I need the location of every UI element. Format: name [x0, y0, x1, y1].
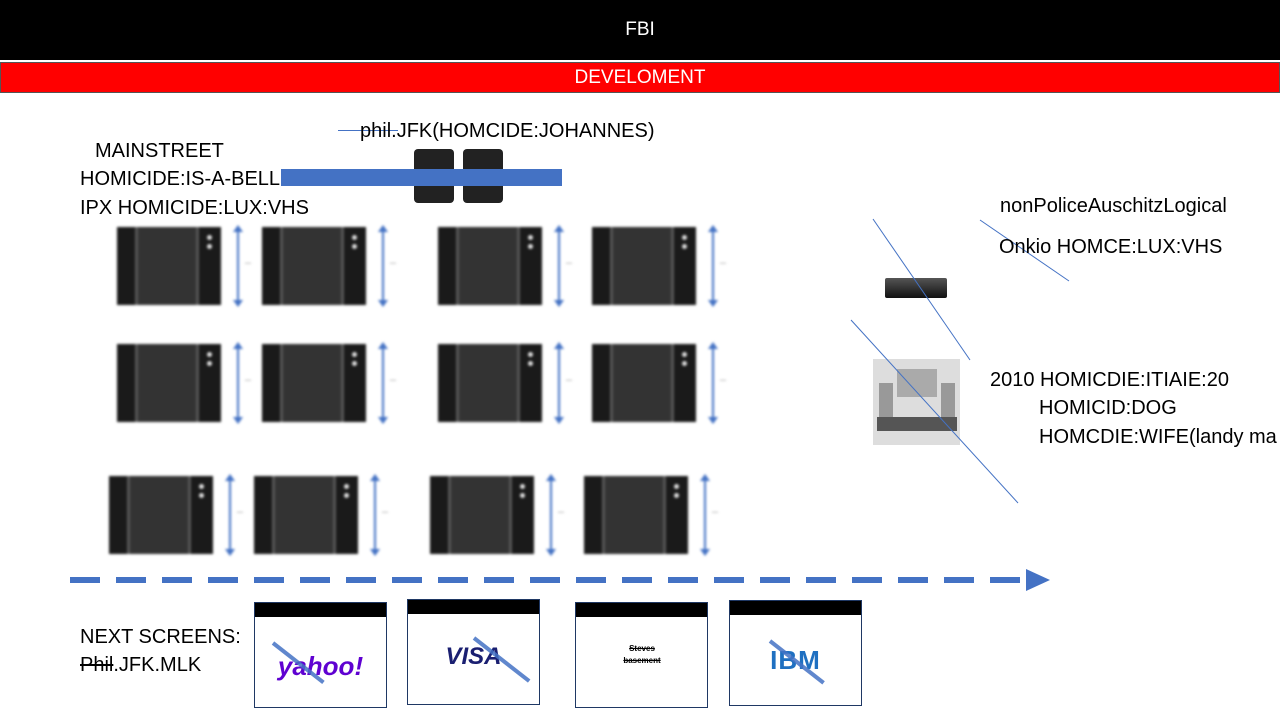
development-banner: DEVELOMENT	[0, 62, 1280, 93]
header-title: FBI	[625, 19, 655, 40]
visa-logo: VISA	[445, 643, 502, 670]
homicide-dog-label: HOMICID:DOG	[1039, 397, 1177, 419]
speaker-thumbnail: —	[584, 474, 724, 556]
steves-basement-label: Steves basement	[623, 644, 661, 665]
speaker-thumbnail: —	[592, 342, 732, 424]
screen-card-steves[interactable]: Steves basement	[575, 602, 708, 708]
jfk-mlk: .JFK.MLK	[113, 654, 202, 676]
speaker-thumbnail: —	[117, 342, 257, 424]
blue-redaction-bar	[281, 169, 562, 186]
mainstreet-label: MAINSTREET	[95, 140, 224, 162]
timeline-arrow	[70, 569, 1050, 591]
speaker-thumbnail: —	[592, 225, 732, 307]
phil-jfk-label: phil.JFK(HOMCIDE:JOHANNES)	[360, 120, 655, 142]
speaker-thumbnail: —	[254, 474, 394, 556]
homicide-bell-label: HOMICIDE:IS-A-BELL	[80, 168, 281, 190]
speaker-thumbnail: —	[117, 225, 257, 307]
screen-card-ibm[interactable]: IBM	[729, 600, 862, 706]
speaker-thumbnail: —	[438, 225, 578, 307]
speaker-thumbnail: —	[430, 474, 570, 556]
speaker-thumbnail: —	[262, 342, 402, 424]
speaker-thumbnail: —	[438, 342, 578, 424]
ipx-homicide-label: IPX HOMICIDE:LUX:VHS	[80, 197, 309, 219]
next-screens-sublabel: Phil.JFK.MLK	[80, 651, 201, 679]
av-receiver-image	[885, 278, 947, 298]
strike-line	[338, 130, 398, 131]
non-police-label: nonPoliceAuschitzLogical	[1000, 195, 1227, 217]
onkio-label: Onkio HOMCE:LUX:VHS	[999, 236, 1223, 258]
home-theater-image	[873, 359, 960, 445]
speaker-thumbnail: —	[262, 225, 402, 307]
phil-struck: Phil	[80, 654, 114, 676]
speaker-thumbnail: —	[109, 474, 249, 556]
next-screens-label: NEXT SCREENS:	[80, 626, 241, 648]
homicide-2010-label: 2010 HOMICDIE:ITIAIE:20	[990, 369, 1229, 391]
banner-title: DEVELOMENT	[574, 66, 706, 88]
homicide-wife-label: HOMCDIE:WIFE(landy ma	[1039, 426, 1277, 448]
screen-card-yahoo[interactable]: yahoo!	[254, 602, 387, 708]
screen-card-visa[interactable]: VISA	[407, 599, 540, 705]
header-bar: FBI	[0, 0, 1280, 60]
